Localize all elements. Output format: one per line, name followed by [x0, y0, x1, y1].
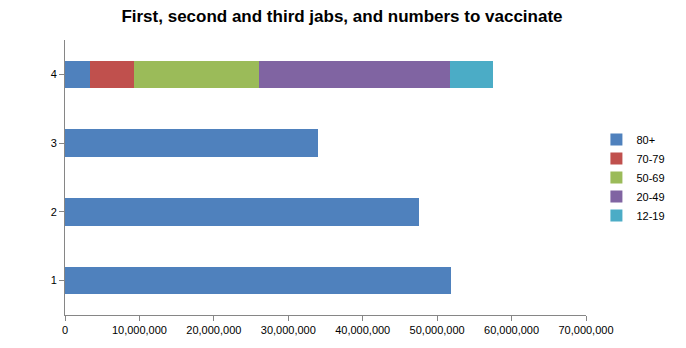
svg-text:4: 4 — [51, 68, 57, 80]
svg-text:0: 0 — [62, 324, 68, 336]
svg-text:70-79: 70-79 — [636, 153, 664, 165]
svg-text:30,000,000: 30,000,000 — [261, 324, 316, 336]
svg-text:20,000,000: 20,000,000 — [186, 324, 241, 336]
svg-text:1: 1 — [51, 274, 57, 286]
svg-text:First, second and third jabs,: First, second and third jabs, and number… — [121, 7, 562, 26]
svg-text:50-69: 50-69 — [636, 172, 664, 184]
svg-text:60,000,000: 60,000,000 — [484, 324, 539, 336]
svg-text:12-19: 12-19 — [636, 210, 664, 222]
svg-text:3: 3 — [51, 137, 57, 149]
svg-text:80+: 80+ — [636, 134, 655, 146]
svg-text:20-49: 20-49 — [636, 191, 664, 203]
svg-text:40,000,000: 40,000,000 — [335, 324, 390, 336]
svg-text:70,000,000: 70,000,000 — [558, 324, 613, 336]
svg-text:50,000,000: 50,000,000 — [410, 324, 465, 336]
svg-text:2: 2 — [51, 206, 57, 218]
svg-text:10,000,000: 10,000,000 — [112, 324, 167, 336]
